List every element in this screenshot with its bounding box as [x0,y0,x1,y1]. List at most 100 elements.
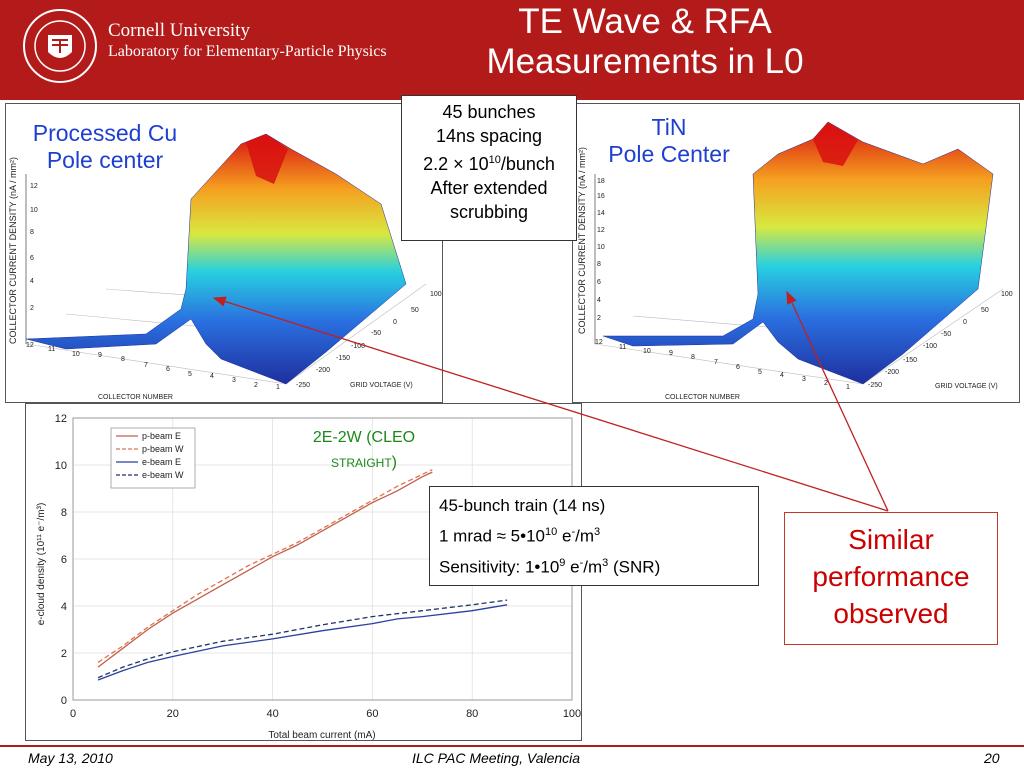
x-tick-label: 0 [70,708,76,720]
series-line-p-beam-e [97,471,433,668]
info-line3-mid: e [565,557,580,577]
logo-text-block: Cornell University Laboratory for Elemen… [108,20,387,62]
right-collector-tick: 9 [669,350,673,357]
right-voltage-tick: 100 [1001,291,1013,298]
x-tick-label: 20 [167,708,179,720]
x-tick-label: 100 [563,708,581,720]
left-collector-tick: 7 [144,362,148,369]
right-y-tick: 6 [597,279,601,286]
left-voltage-tick: 0 [393,319,397,326]
chart-y-axis-label: e-cloud density (10¹¹ e⁻/m³) [36,503,47,626]
right-collector-tick: 4 [780,372,784,379]
footer-meeting: ILC PAC Meeting, Valencia [412,750,581,766]
y-tick-label: 0 [61,695,67,707]
right-y-tick: 8 [597,261,601,268]
legend-label: p-beam W [142,444,184,454]
y-tick-label: 12 [55,413,67,425]
y-tick-label: 2 [61,648,67,660]
bunch-callout-line3-post: /bunch [500,154,555,174]
right-voltage-tick: -250 [868,382,882,389]
right-panel-label: TiN Pole Center [579,114,759,168]
cornell-seal-logo [23,9,97,83]
left-y-tick: 4 [30,278,34,285]
left-collector-tick: 5 [188,371,192,378]
left-y-tick: 12 [30,183,38,190]
bunch-callout-line3-sup: 10 [488,154,501,166]
right-voltage-tick: -50 [941,331,951,338]
legend-box [110,427,196,489]
right-y-tick: 2 [597,315,601,322]
bunch-callout: 45 bunches 14ns spacing 2.2 × 1010/bunch… [401,95,577,241]
right-collector-tick: 3 [802,376,806,383]
left-panel-label-line2: Pole center [46,147,164,173]
left-collector-tick: 10 [72,351,80,358]
info-line2: 1 mrad ≈ 5•1010 e-/m3 [439,519,758,550]
left-collector-tick: 1 [276,384,280,391]
right-collector-label: COLLECTOR NUMBER [665,394,740,401]
x-tick-label: 80 [466,708,478,720]
right-voltage-tick: -100 [923,343,937,350]
right-panel-label-line1: TiN [651,114,687,140]
bunch-callout-line3-pre: 2.2 × 10 [423,154,489,174]
left-voltage-tick: 50 [411,307,419,314]
right-y-tick: 4 [597,297,601,304]
legend-label: p-beam E [142,431,181,441]
info-line3-sup1: 9 [559,556,566,569]
right-collector-tick: 8 [691,354,695,361]
right-surface-plot-panel: COLLECTOR CURRENT DENSITY (nA / mm²) 2 4… [572,103,1020,403]
info-line2-sup3: 3 [594,526,601,538]
right-y-axis-label: COLLECTOR CURRENT DENSITY (nA / mm²) [577,147,587,334]
left-voltage-tick: -50 [371,330,381,337]
series-line-e-beam-w [97,599,508,679]
left-voltage-tick: -100 [351,343,365,350]
right-voltage-tick: 0 [963,319,967,326]
left-y-tick: 6 [30,255,34,262]
y-tick-label: 4 [61,601,67,613]
left-y-tick: 8 [30,229,34,236]
right-y-ticks: 2 4 6 8 10 12 14 16 18 [597,178,605,322]
footer-divider [0,745,1024,747]
left-panel-label: Processed Cu Pole center [12,120,198,174]
chart-ticks: 0 20 40 60 80 100 0 2 4 6 8 10 12 [55,413,581,720]
right-collector-tick: 5 [758,369,762,376]
info-line3: Sensitivity: 1•109 e-/m3 (SNR) [439,550,758,581]
right-y-tick: 16 [597,193,605,200]
left-collector-tick: 8 [121,356,125,363]
chart-annotation-line2-text: STRAIGHT [331,456,392,470]
info-line2-sup1: 10 [545,526,558,538]
bunch-callout-line2: 14ns spacing [435,126,543,146]
left-y-tick: 10 [30,207,38,214]
right-collector-tick: 2 [824,380,828,387]
right-surface-peak [813,122,858,166]
chart-annotation-line2-paren: ) [392,454,397,471]
chart-x-axis-label: Total beam current (mA) [268,730,375,740]
left-collector-tick: 6 [166,366,170,373]
left-collector-tick: 11 [48,346,55,353]
right-y-tick: 14 [597,210,605,217]
info-line3-end: (SNR) [608,557,661,577]
left-collector-tick: 12 [26,342,34,349]
similar-line2: performance [812,561,970,592]
bunch-callout-line5: scrubbing [449,202,529,222]
legend-entries: p-beam E p-beam W e-beam E e-beam W [116,431,184,480]
chart-annotation-line2: STRAIGHT) [331,454,397,471]
header-bar: Cornell University Laboratory for Elemen… [0,0,1024,100]
right-y-tick: 18 [597,178,605,185]
bunch-callout-line1: 45 bunches [442,102,536,122]
right-y-tick: 12 [597,227,605,234]
left-voltage-tick: -200 [316,367,330,374]
left-collector-tick: 9 [98,352,102,359]
logo-subtitle: Laboratory for Elementary-Particle Physi… [108,43,387,60]
left-collector-label: COLLECTOR NUMBER [98,394,173,401]
left-voltage-tick: -250 [296,382,310,389]
info-line1: 45-bunch train (14 ns) [439,496,606,515]
left-collector-tick: 3 [232,377,236,384]
series-line-e-beam-e [97,604,508,681]
info-line2-mid: e [557,526,572,546]
left-voltage-tick: 100 [430,291,442,298]
bunch-callout-line3: 2.2 × 1010/bunch [402,148,576,176]
left-y-axis-label: COLLECTOR CURRENT DENSITY (nA / mm²) [8,157,18,344]
left-collector-tick: 4 [210,373,214,380]
info-line2-post: /m [575,526,595,546]
info-line3-post: /m [583,557,603,577]
